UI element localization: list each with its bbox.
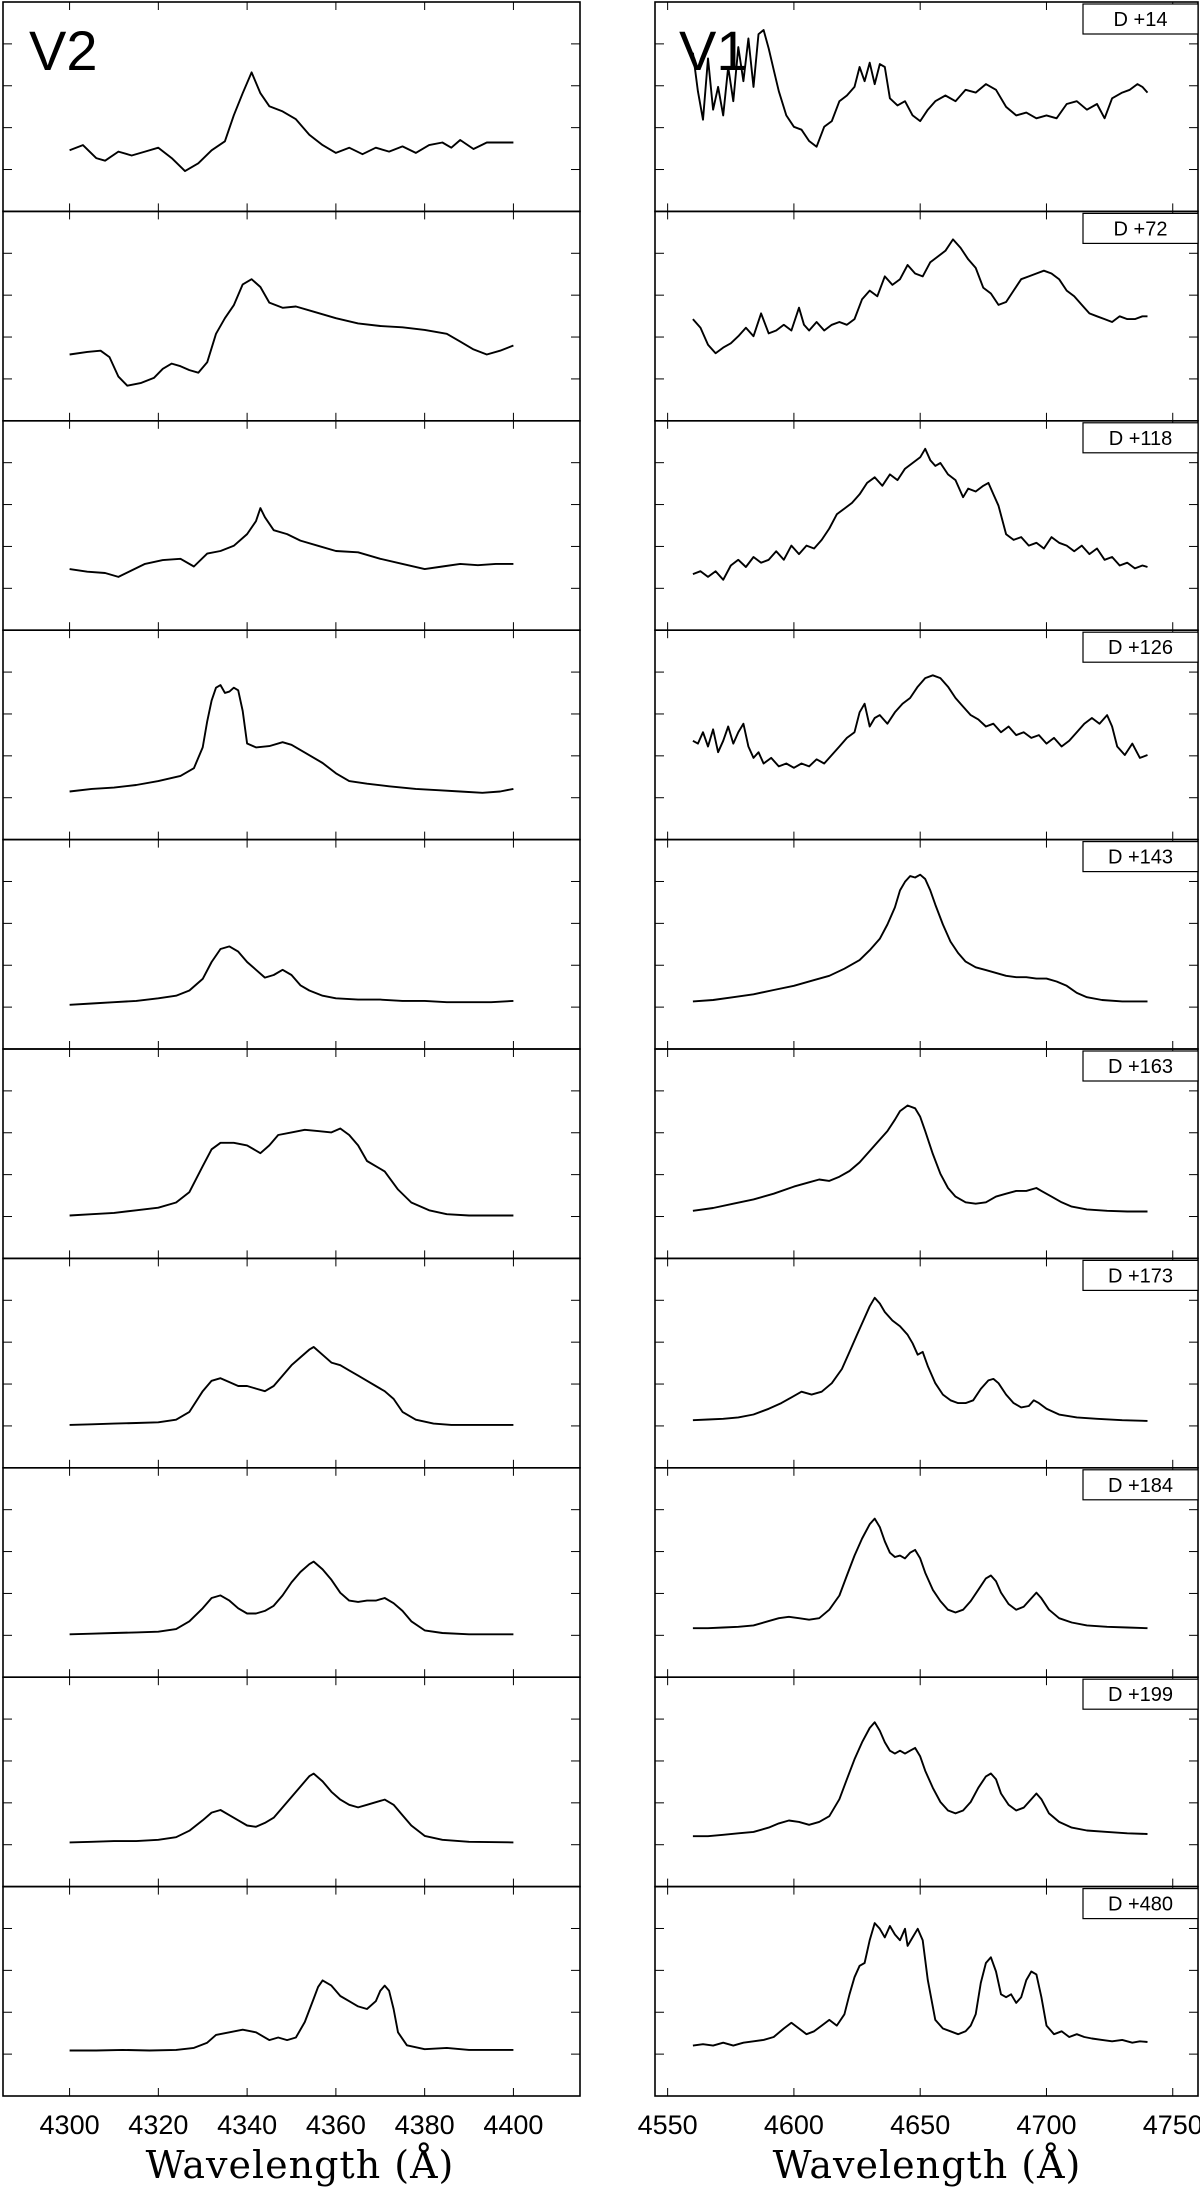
panel-frame — [2, 838, 581, 1050]
spectrum-line — [692, 238, 1148, 355]
v2-panel-2 — [2, 210, 581, 422]
v2-panel-10 — [2, 1885, 581, 2097]
epoch-label-box — [1082, 840, 1199, 873]
epoch-label: D +14 — [1114, 9, 1168, 31]
spectrum-line — [69, 507, 514, 578]
panel-frame — [654, 1885, 1199, 2097]
v1-panel-10: D +480 — [654, 1885, 1199, 2097]
spectrum-line — [691, 29, 1149, 148]
v1-panel-6: D +163 — [654, 1048, 1199, 1260]
v1-panel-7: D +173 — [654, 1257, 1199, 1469]
epoch-label-box — [1082, 1678, 1199, 1710]
panel-frame — [2, 1048, 581, 1260]
epoch-label: D +72 — [1114, 218, 1168, 240]
epoch-label: D +118 — [1109, 428, 1173, 450]
panel-frame — [2, 1467, 581, 1679]
v1-panel-1: D +14 V1 — [654, 1, 1199, 213]
panel-frame — [2, 1885, 581, 2097]
epoch-label-box — [1082, 1259, 1199, 1292]
v2-x-axis-title: Wavelength (Å) — [146, 2143, 455, 2187]
spectrum-line — [692, 1721, 1148, 1838]
v2-panel-9 — [2, 1676, 581, 1888]
v1-column: D +14 V1 D +72 D +118 D +126 D +143 D +163 D +1… — [638, 1, 1200, 2140]
x-tick-label: 4550 — [638, 2110, 698, 2140]
v1-panel-9: D +199 — [654, 1676, 1199, 1888]
epoch-label-box — [1082, 3, 1199, 35]
epoch-label: D +143 — [1108, 847, 1173, 869]
x-tick-label: 4340 — [217, 2110, 277, 2140]
x-tick-label: 4700 — [1016, 2110, 1076, 2140]
v2-panel-1: V2 — [2, 1, 581, 213]
spectrum-line — [69, 1979, 514, 2052]
panel-frame — [2, 1676, 581, 1888]
epoch-label: D +199 — [1108, 1684, 1173, 1706]
epoch-label: D +480 — [1108, 1894, 1173, 1916]
spectrum-line — [692, 1922, 1148, 2047]
spectrum-line — [692, 1517, 1148, 1630]
spectrum-line — [69, 684, 514, 794]
spectrum-line — [692, 447, 1148, 581]
epoch-label: D +126 — [1108, 637, 1173, 659]
spectrum-line — [692, 674, 1148, 769]
v1-panel-5: D +143 — [654, 838, 1199, 1050]
panel-label: V2 — [29, 19, 98, 82]
panel-frame — [2, 210, 581, 422]
v2-column: V2 4300 4320 4340 4360 4380 4400 — [2, 1, 581, 2140]
epoch-label: D +173 — [1108, 1265, 1173, 1287]
v1-panel-8: D +184 — [654, 1467, 1199, 1679]
v2-panel-6 — [2, 1048, 581, 1260]
panel-frame — [2, 419, 581, 631]
v2-panel-8 — [2, 1467, 581, 1679]
x-tick-label: 4650 — [890, 2110, 950, 2140]
v2-panel-5 — [2, 838, 581, 1050]
epoch-label: D +163 — [1108, 1056, 1173, 1078]
spectrum-line — [69, 945, 514, 1006]
x-tick-label: 4400 — [483, 2110, 543, 2140]
spectrum-line — [69, 71, 514, 173]
v2-panel-7 — [2, 1257, 581, 1469]
spectrum-line — [69, 1346, 514, 1426]
panel-frame — [2, 629, 581, 841]
epoch-label-box — [1082, 422, 1199, 454]
spectrum-line — [692, 873, 1148, 1003]
epoch-label-box — [1082, 1050, 1199, 1082]
v1-x-axis-title: Wavelength (Å) — [773, 2143, 1082, 2187]
epoch-label-box — [1082, 1469, 1199, 1501]
v1-panel-3: D +118 — [654, 419, 1199, 631]
v1-panel-2: D +72 — [654, 210, 1199, 422]
x-tick-label: 4360 — [306, 2110, 366, 2140]
spectrum-line — [69, 278, 514, 387]
epoch-label: D +184 — [1108, 1475, 1173, 1497]
spectrum-line — [69, 1772, 514, 1844]
panel-label: V1 — [679, 19, 748, 82]
spectrum-line — [692, 1296, 1148, 1422]
spectrum-line — [69, 1560, 514, 1636]
x-tick-label: 4320 — [128, 2110, 188, 2140]
x-tick-label: 4750 — [1143, 2110, 1200, 2140]
x-tick-label: 4300 — [40, 2110, 100, 2140]
spectrum-line — [692, 1104, 1148, 1213]
x-tick-label: 4380 — [395, 2110, 455, 2140]
epoch-label-box — [1082, 631, 1199, 663]
v1-panel-4: D +126 — [654, 629, 1199, 841]
panel-frame — [2, 1257, 581, 1469]
v2-panel-3 — [2, 419, 581, 631]
v2-panel-4 — [2, 629, 581, 841]
spectrum-line — [69, 1127, 514, 1217]
x-tick-label: 4600 — [764, 2110, 824, 2140]
epoch-label-box — [1082, 1887, 1199, 1920]
epoch-label-box — [1082, 212, 1199, 244]
